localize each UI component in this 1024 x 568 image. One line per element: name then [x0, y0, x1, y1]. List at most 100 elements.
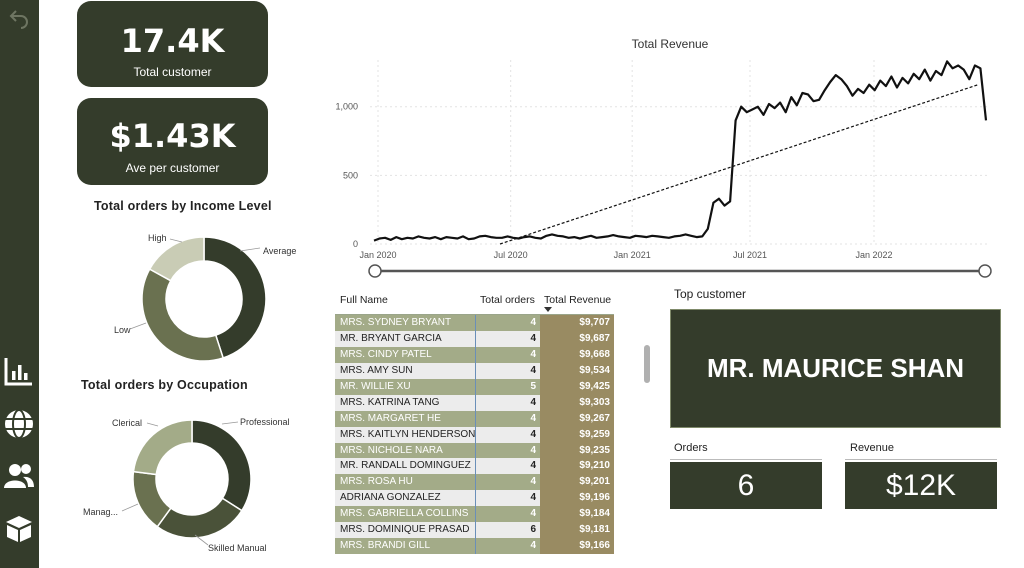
occupation-chart-title: Total orders by Occupation	[81, 378, 248, 392]
cell-full-name: MRS. KATRINA TANG	[335, 394, 475, 411]
cell-total-revenue: $9,201	[540, 474, 614, 491]
sidebar	[0, 0, 39, 568]
cell-full-name: ADRIANA GONZALEZ	[335, 490, 475, 507]
income-slice-high[interactable]	[148, 236, 205, 282]
cell-total-revenue: $9,196	[540, 490, 614, 507]
cell-full-name: MRS. ROSA HU	[335, 474, 475, 491]
globe-icon[interactable]	[2, 407, 36, 441]
orders-value: 6	[737, 468, 755, 502]
package-icon[interactable]	[2, 511, 36, 545]
income-chart-title: Total orders by Income Level	[94, 199, 272, 213]
x-tick-label: Jul 2020	[494, 250, 528, 260]
orders-divider	[670, 459, 822, 460]
x-tick-label: Jan 2022	[855, 250, 892, 260]
bar-chart-icon[interactable]	[2, 354, 36, 388]
cell-full-name: MRS. GABRIELLA COLLINS	[335, 506, 475, 523]
cell-total-revenue: $9,707	[540, 315, 614, 331]
table-row[interactable]: MRS. KAITLYN HENDERSON 4 $9,259	[335, 426, 614, 443]
cell-total-orders: 4	[475, 315, 540, 331]
table-row[interactable]: MRS. GABRIELLA COLLINS 4 $9,184	[335, 506, 614, 523]
income-slice-average[interactable]	[203, 236, 267, 359]
customer-table: MRS. SYDNEY BRYANT 4 $9,707 MR. BRYANT GARC…	[335, 314, 614, 555]
x-tick-label: Jan 2021	[614, 250, 651, 260]
table-row[interactable]: MRS. CINDY PATEL 4 $9,668	[335, 346, 614, 363]
table-row[interactable]: MRS. MARGARET HE 4 $9,267	[335, 410, 614, 427]
revenue-label: Revenue	[850, 442, 895, 454]
back-arrow-icon[interactable]	[2, 0, 36, 34]
date-range-end-handle[interactable]	[978, 264, 992, 278]
cell-total-orders: 4	[475, 346, 540, 363]
cell-full-name: MR. RANDALL DOMINGUEZ	[335, 458, 475, 475]
cell-total-orders: 4	[475, 490, 540, 507]
cell-total-orders: 4	[475, 538, 540, 555]
table-row[interactable]: MRS. ROSA HU 4 $9,201	[335, 474, 614, 491]
revenue-value: $12K	[885, 468, 957, 502]
cell-total-revenue: $9,259	[540, 426, 614, 443]
income-label-average: Average	[263, 246, 297, 256]
cell-total-revenue: $9,210	[540, 458, 614, 475]
cell-total-revenue: $9,181	[540, 522, 614, 539]
cell-full-name: MR. BRYANT GARCIA	[335, 330, 475, 347]
table-header-revenue[interactable]: Total Revenue	[544, 294, 612, 306]
cell-full-name: MRS. SYDNEY BRYANT	[335, 315, 475, 331]
total-customer-label: Total customer	[133, 65, 212, 79]
cell-total-orders: 4	[475, 474, 540, 491]
top-customer-name: MR. MAURICE SHAN	[706, 353, 965, 383]
table-row[interactable]: MRS. AMY SUN 4 $9,534	[335, 362, 614, 379]
table-header-name[interactable]: Full Name	[340, 294, 388, 306]
occupation-label-skilled-manual: Skilled Manual	[208, 543, 267, 553]
cell-total-revenue: $9,668	[540, 346, 614, 363]
cell-total-orders: 4	[475, 458, 540, 475]
y-tick-label: 500	[343, 170, 358, 180]
table-row[interactable]: ADRIANA GONZALEZ 4 $9,196	[335, 490, 614, 507]
income-slice-low[interactable]	[141, 268, 225, 362]
cell-full-name: MRS. BRANDI GILL	[335, 538, 475, 555]
cell-total-orders: 4	[475, 362, 540, 379]
revenue-trendline	[499, 84, 979, 245]
top-customer-title: Top customer	[674, 287, 747, 301]
cell-total-revenue: $9,267	[540, 410, 614, 427]
cell-total-orders: 4	[475, 426, 540, 443]
cell-total-orders: 5	[475, 378, 540, 395]
cell-full-name: MRS. CINDY PATEL	[335, 346, 475, 363]
table-row[interactable]: MRS. KATRINA TANG 4 $9,303	[335, 394, 614, 411]
cell-full-name: MRS. KAITLYN HENDERSON	[335, 426, 475, 443]
table-row[interactable]: MR. RANDALL DOMINGUEZ 4 $9,210	[335, 458, 614, 475]
cell-total-orders: 4	[475, 330, 540, 347]
revenue-chart-title: Total Revenue	[631, 37, 709, 51]
revenue-series-line[interactable]	[373, 60, 988, 242]
table-row[interactable]: MR. BRYANT GARCIA 4 $9,687	[335, 330, 614, 347]
table-row[interactable]: MR. WILLIE XU 5 $9,425	[335, 378, 614, 395]
table-row[interactable]: MRS. BRANDI GILL 4 $9,166	[335, 538, 614, 555]
cell-total-orders: 4	[475, 506, 540, 523]
cell-total-revenue: $9,184	[540, 506, 614, 523]
total-customer-value: 17.4K	[120, 22, 225, 60]
y-tick-label: 0	[353, 239, 358, 249]
date-range-start-handle[interactable]	[368, 264, 382, 278]
table-row[interactable]: MRS. NICHOLE NARA 4 $9,235	[335, 442, 614, 459]
revenue-line-chart: 0 500 1,000 Jan 2020 Jul 2020 Jan 2021 Jul 202…	[335, 60, 992, 278]
occupation-slice-clerical[interactable]	[132, 419, 193, 476]
income-label-high: High	[148, 233, 167, 243]
cell-full-name: MRS. MARGARET HE	[335, 410, 475, 427]
table-row[interactable]: MRS. SYDNEY BRYANT 4 $9,707	[335, 315, 614, 331]
table-header-orders[interactable]: Total orders	[480, 294, 535, 306]
ave-per-customer-label: Ave per customer	[125, 161, 220, 175]
cell-full-name: MRS. DOMINIQUE PRASAD	[335, 522, 475, 539]
income-donut-chart	[141, 236, 267, 362]
cell-total-orders: 4	[475, 442, 540, 459]
table-scrollbar[interactable]	[644, 345, 650, 383]
occupation-leader-lines	[121, 421, 239, 546]
occupation-donut-chart	[132, 419, 252, 539]
ave-per-customer-value: $1.43K	[109, 117, 236, 155]
table-row[interactable]: MRS. DOMINIQUE PRASAD 6 $9,181	[335, 522, 614, 539]
cell-total-revenue: $9,303	[540, 394, 614, 411]
top-customer-card: MR. MAURICE SHAN	[670, 309, 1001, 428]
cell-total-orders: 4	[475, 394, 540, 411]
cell-total-revenue: $9,425	[540, 378, 614, 395]
income-leader-lines	[129, 238, 261, 330]
cell-full-name: MRS. NICHOLE NARA	[335, 442, 475, 459]
users-icon[interactable]	[2, 459, 36, 493]
occupation-label-clerical: Clerical	[112, 418, 143, 428]
